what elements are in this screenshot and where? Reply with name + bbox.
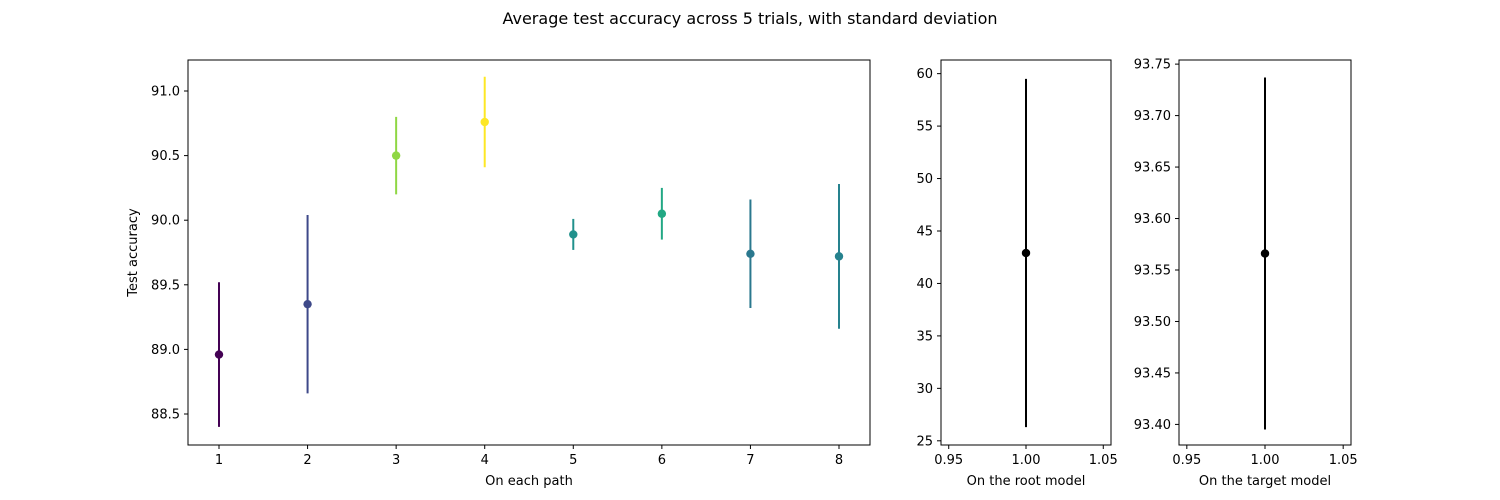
y-tick-label-93-40: 93.40 — [1134, 418, 1171, 433]
y-tick-label-50: 50 — [916, 172, 933, 187]
y-tick-label-45: 45 — [916, 224, 933, 239]
data-point-2 — [303, 299, 312, 309]
x-tick-label-1-05: 1.05 — [1329, 453, 1358, 468]
y-tick-label-35: 35 — [916, 329, 933, 344]
data-point-4 — [480, 117, 489, 127]
data-point-1 — [214, 350, 224, 359]
y-tick-label-89-0: 89.0 — [151, 343, 180, 358]
x-tick-label-2: 2 — [303, 453, 311, 468]
x-tick-label-1-00: 1.00 — [1251, 453, 1280, 468]
y-tick-label-93-70: 93.70 — [1134, 109, 1171, 124]
y-tick-label-40: 40 — [916, 277, 933, 292]
y-tick-label-89-5: 89.5 — [151, 278, 180, 293]
data-point-6 — [657, 209, 667, 218]
path-accuracy-panel: 1 2 3 4 5 6 7 8 88.5 89.0 89.5 90.0 90.5 91.0 On each … — [126, 59, 871, 489]
x-tick-label-0-95: 0.95 — [934, 453, 963, 468]
x-axis-label: On the target model — [1199, 474, 1331, 489]
data-point-3 — [391, 151, 401, 160]
data-point-1 — [1260, 249, 1270, 258]
y-tick-label-93-65: 93.65 — [1134, 161, 1171, 176]
y-tick-label-90-0: 90.0 — [151, 214, 180, 229]
target-model-panel: 0.95 1.00 1.05 93.40 93.45 93.50 93.55 93.60 93.… — [1134, 58, 1358, 489]
y-tick-label-91-0: 91.0 — [151, 85, 180, 100]
data-point-8 — [834, 252, 844, 261]
data-point-5 — [569, 230, 578, 239]
x-tick-label-6: 6 — [658, 453, 666, 468]
y-tick-label-88-5: 88.5 — [151, 407, 180, 422]
y-tick-label-93-50: 93.50 — [1134, 315, 1171, 330]
y-tick-label-30: 30 — [916, 382, 933, 397]
x-tick-label-4: 4 — [481, 453, 489, 468]
figure-title: Average test accuracy across 5 trials, w… — [502, 9, 997, 28]
x-tick-label-1-05: 1.05 — [1089, 453, 1118, 468]
x-tick-label-1: 1 — [215, 453, 223, 468]
data-point-1 — [1021, 248, 1031, 258]
y-tick-label-93-45: 93.45 — [1134, 366, 1171, 381]
x-axis-label: On the root model — [967, 474, 1086, 489]
axes-frame — [187, 59, 871, 446]
y-tick-label-55: 55 — [916, 120, 933, 135]
x-tick-label-0-95: 0.95 — [1172, 453, 1201, 468]
y-tick-label-93-60: 93.60 — [1134, 212, 1171, 227]
x-tick-label-7: 7 — [746, 453, 754, 468]
y-tick-label-93-75: 93.75 — [1134, 58, 1171, 73]
x-tick-label-3: 3 — [392, 453, 400, 468]
root-model-panel: 0.95 1.00 1.05 25 30 35 40 45 50 55 60 On the root … — [916, 59, 1118, 489]
y-tick-label-93-55: 93.55 — [1134, 264, 1171, 279]
data-point-7 — [746, 249, 755, 258]
x-tick-label-1-00: 1.00 — [1012, 453, 1041, 468]
y-axis-label: Test accuracy — [126, 208, 141, 298]
y-tick-label-90-5: 90.5 — [151, 149, 180, 164]
y-tick-label-60: 60 — [916, 67, 933, 82]
x-axis-label: On each path — [485, 474, 573, 489]
x-tick-label-8: 8 — [835, 453, 843, 468]
x-tick-label-5: 5 — [569, 453, 577, 468]
y-tick-label-25: 25 — [916, 434, 933, 449]
